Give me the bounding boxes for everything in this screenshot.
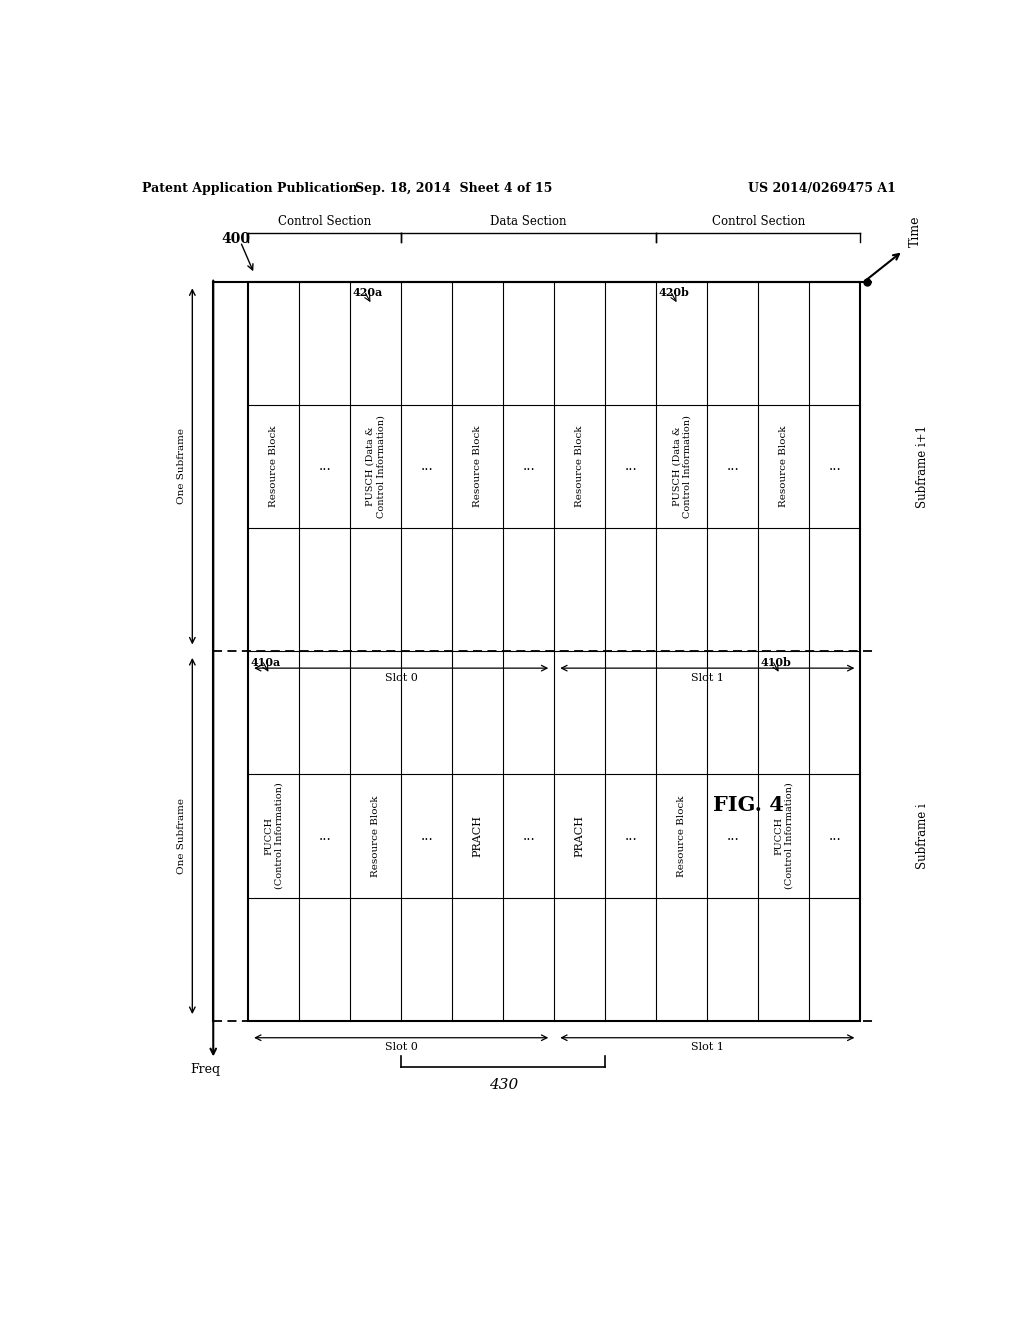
- Bar: [248, 281, 860, 1020]
- Text: ...: ...: [420, 459, 433, 474]
- Text: Resource Block: Resource Block: [779, 425, 788, 507]
- Text: Data Section: Data Section: [490, 215, 567, 228]
- Text: Resource Block: Resource Block: [473, 425, 482, 507]
- Text: Freq: Freq: [190, 1063, 220, 1076]
- Text: Sep. 18, 2014  Sheet 4 of 15: Sep. 18, 2014 Sheet 4 of 15: [354, 182, 552, 194]
- Text: ...: ...: [726, 829, 739, 843]
- Text: Resource Block: Resource Block: [575, 425, 585, 507]
- Text: ...: ...: [625, 459, 637, 474]
- Text: ...: ...: [318, 459, 331, 474]
- Text: PUCCH
(Control Information): PUCCH (Control Information): [774, 783, 794, 890]
- Text: ...: ...: [420, 829, 433, 843]
- Text: 410a: 410a: [251, 656, 281, 668]
- Text: PUSCH (Data &
Control Information): PUSCH (Data & Control Information): [672, 414, 691, 517]
- Text: PRACH: PRACH: [574, 814, 585, 857]
- Text: Resource Block: Resource Block: [371, 795, 380, 876]
- Text: ...: ...: [828, 459, 842, 474]
- Text: ...: ...: [625, 829, 637, 843]
- Text: Subframe i: Subframe i: [916, 803, 929, 869]
- Text: Resource Block: Resource Block: [269, 425, 279, 507]
- Text: ...: ...: [522, 459, 536, 474]
- Text: One Subframe: One Subframe: [177, 799, 186, 874]
- Text: FIG. 4: FIG. 4: [713, 795, 783, 816]
- Text: 410b: 410b: [761, 656, 792, 668]
- Text: PUCCH
(Control Information): PUCCH (Control Information): [264, 783, 284, 890]
- Text: ...: ...: [726, 459, 739, 474]
- Text: PRACH: PRACH: [473, 814, 482, 857]
- Text: Control Section: Control Section: [279, 215, 372, 228]
- Text: 430: 430: [488, 1077, 518, 1092]
- Text: ...: ...: [828, 829, 842, 843]
- Text: 420a: 420a: [352, 286, 383, 298]
- Text: Patent Application Publication: Patent Application Publication: [142, 182, 357, 194]
- Text: Control Section: Control Section: [712, 215, 805, 228]
- Text: Slot 0: Slot 0: [385, 673, 418, 682]
- Text: ...: ...: [522, 829, 536, 843]
- Text: 400: 400: [221, 231, 250, 246]
- Text: One Subframe: One Subframe: [177, 429, 186, 504]
- Text: Subframe i+1: Subframe i+1: [916, 425, 929, 508]
- Text: PUSCH (Data &
Control Information): PUSCH (Data & Control Information): [366, 414, 385, 517]
- Text: Slot 1: Slot 1: [691, 1043, 724, 1052]
- Text: Slot 0: Slot 0: [385, 1043, 418, 1052]
- Text: Slot 1: Slot 1: [691, 673, 724, 682]
- Text: US 2014/0269475 A1: US 2014/0269475 A1: [748, 182, 896, 194]
- Text: Resource Block: Resource Block: [677, 795, 686, 876]
- Text: 420b: 420b: [658, 286, 689, 298]
- Text: Time: Time: [908, 215, 922, 247]
- Text: ...: ...: [318, 829, 331, 843]
